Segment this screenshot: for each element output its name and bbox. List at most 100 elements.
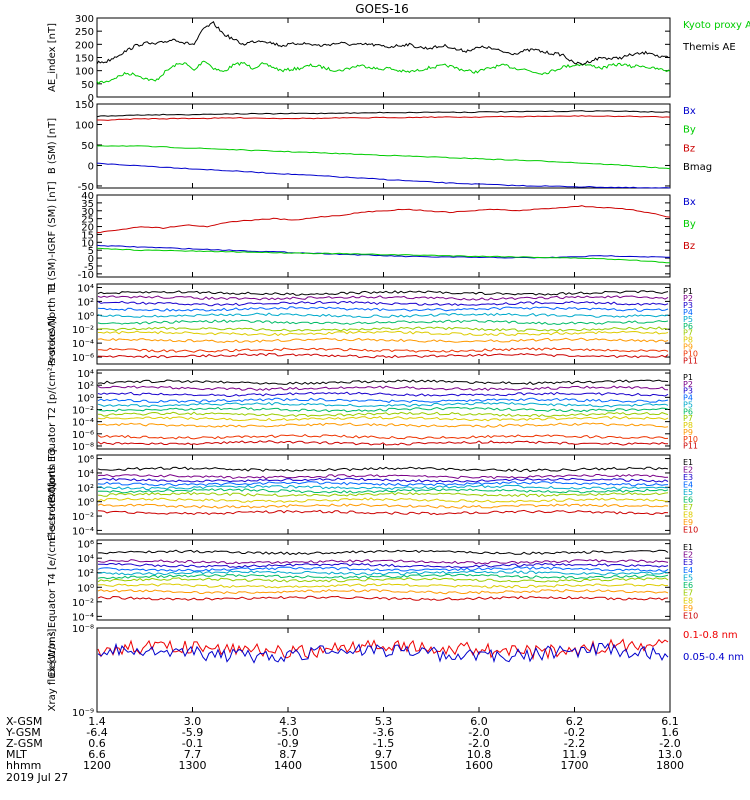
orbit-value: -6.4	[86, 726, 107, 739]
y-tick-label: 200	[75, 40, 94, 51]
legend-label: E10	[683, 526, 698, 535]
series-line-bz	[97, 115, 671, 121]
legend-label: P1	[683, 373, 693, 382]
legend-label: By	[683, 125, 696, 136]
y-tick-label: 150	[75, 100, 94, 111]
y-tick-label: 10²	[77, 381, 94, 392]
orbit-value: 1300	[179, 759, 207, 772]
series-line-e10	[97, 595, 669, 601]
orbit-value: 6.6	[88, 748, 106, 761]
y-tick-label: 0	[88, 93, 94, 104]
y-tick-label: 25	[81, 215, 94, 226]
orbit-row-label: Z-GSM	[6, 737, 43, 750]
orbit-value: 9.7	[375, 748, 393, 761]
legend-label: P11	[683, 357, 698, 366]
y-tick-label: 10⁴	[77, 283, 94, 294]
series-line-e7	[97, 491, 669, 498]
legend-label: P7	[683, 329, 693, 338]
orbit-value: -2.0	[468, 726, 489, 739]
y-tick-label: 10⁻²	[72, 325, 94, 336]
series-line-bx	[96, 162, 671, 189]
series-line-e6	[97, 488, 669, 494]
legend-label: P4	[683, 308, 693, 317]
series-line-e4	[97, 481, 669, 487]
legend-label: E8	[683, 511, 693, 520]
panel-frame	[96, 17, 671, 98]
orbit-row-label: MLT	[6, 748, 27, 761]
series-line-p11	[97, 352, 669, 359]
y-tick-label: 50	[81, 141, 94, 152]
legend-label: Bz	[683, 241, 695, 252]
y-tick-label: 10⁰	[77, 583, 94, 594]
y-tick-label: 5	[88, 246, 94, 257]
orbit-value: -5.0	[277, 726, 298, 739]
legend-label: P8	[683, 421, 693, 430]
y-tick-label: 10⁶	[77, 540, 94, 551]
panel-1: 300 250 200 150 100 50 0 AE_index [nT] Kyoto pro…	[47, 14, 750, 104]
series-line-e6	[97, 573, 669, 580]
legend-label: P3	[683, 387, 693, 396]
panel-6: 10⁶ 10⁴ 10² 10⁰ 10⁻² 10⁻⁴ Electrons North T3 E1…	[47, 448, 698, 541]
orbit-value: 1400	[274, 759, 302, 772]
orbit-value: -2.0	[659, 737, 680, 750]
y-tick-label: -50	[78, 182, 94, 193]
orbit-value: -2.2	[564, 737, 585, 750]
legend-label: P5	[683, 315, 693, 324]
series-line-e1	[97, 466, 669, 473]
series-line-p10	[97, 434, 669, 440]
legend-label: E2	[683, 466, 693, 475]
y-tick-label: 10⁰	[77, 498, 94, 509]
y-tick-label: 0	[88, 254, 94, 265]
orbit-value: 5.3	[375, 715, 393, 728]
orbit-value: 7.7	[184, 748, 202, 761]
orbit-value: -0.1	[182, 737, 203, 750]
y-tick-label: -10	[78, 270, 94, 281]
legend-label: E2	[683, 551, 693, 560]
orbit-value: 1200	[83, 759, 111, 772]
y-tick-label: 300	[75, 14, 94, 25]
legend-label: P2	[683, 380, 693, 389]
orbit-value: 3.0	[184, 715, 202, 728]
legend-label: E3	[683, 473, 693, 482]
y-axis-label: B (SM) [nT]	[47, 118, 58, 174]
series-line-e8	[97, 583, 669, 589]
panel-2: 150 100 50 0 -50 B (SM) [nT] Bx By Bz Bmag	[47, 100, 712, 193]
legend-label: Bmag	[683, 162, 712, 173]
legend-label: 0.1-0.8 nm	[683, 630, 738, 641]
y-tick-label: 0	[88, 161, 94, 172]
legend-label: E6	[683, 581, 693, 590]
series-line-e7	[97, 577, 669, 583]
series-line-e3	[97, 562, 669, 569]
series-line-p7	[97, 411, 669, 418]
orbit-value: -0.2	[564, 726, 585, 739]
y-tick-label: 10⁰	[77, 311, 94, 322]
legend-label: P6	[683, 407, 693, 416]
orbit-value: 1700	[561, 759, 589, 772]
legend-label: E7	[683, 503, 693, 512]
series-line-p2	[97, 385, 669, 392]
legend-label: P5	[683, 400, 693, 409]
series-line-bmag	[96, 110, 671, 118]
legend-label: E7	[683, 589, 693, 598]
y-tick-label: 15	[81, 230, 94, 241]
panel-frame	[96, 194, 671, 278]
y-tick-label: 10⁻⁸	[72, 442, 94, 453]
legend-label: P11	[683, 442, 698, 451]
y-axis-label: B (SM)-IGRF (SM) [nT]	[47, 181, 58, 290]
panel-frame	[96, 103, 671, 189]
legend-label: E3	[683, 558, 693, 567]
series-line-e9	[97, 589, 669, 595]
orbit-table: X-GSM 1.4 3.0 4.3 5.3 6.0 6.2 6.1Y-GSM -6.4 -5.9-…	[5, 715, 684, 772]
series-line-e3	[97, 477, 669, 483]
legend-label: P9	[683, 428, 693, 437]
y-tick-label: 10⁻⁴	[72, 418, 94, 429]
orbit-value: 1.6	[661, 726, 679, 739]
y-axis-label: Electrons Equator T4 [e/(cm²-s-sr-keV)]	[47, 482, 58, 677]
y-tick-label: 100	[75, 120, 94, 131]
series-line-p1	[97, 379, 669, 385]
y-tick-label: 10⁴	[77, 554, 94, 565]
y-tick-label: 150	[75, 54, 94, 65]
y-tick-label: 10⁻⁶	[72, 353, 94, 364]
series-line-0-05-0-4-nm	[97, 642, 669, 664]
